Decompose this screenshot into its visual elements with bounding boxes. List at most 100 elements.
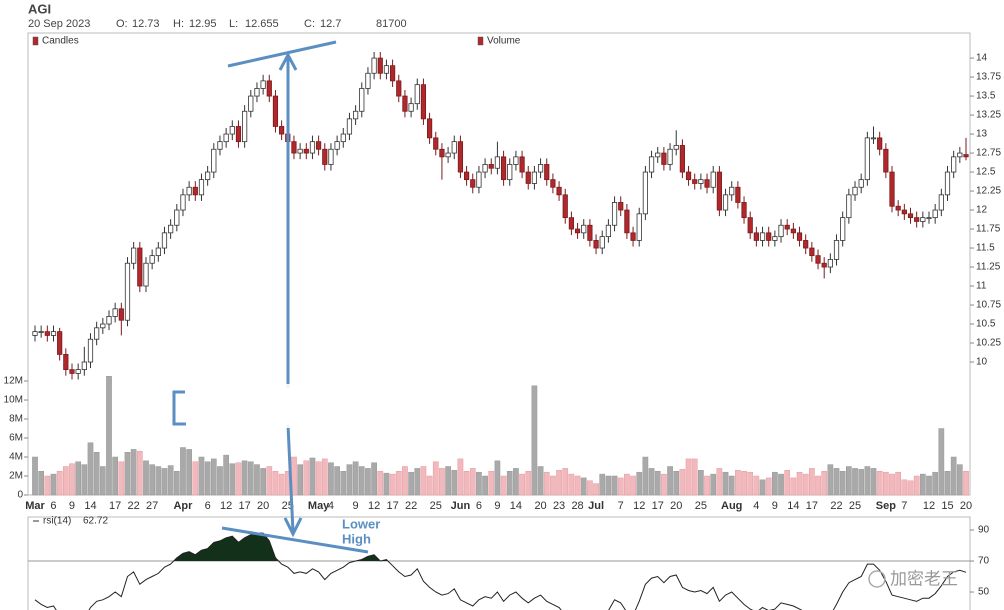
y-tick-label: 4M bbox=[9, 452, 23, 463]
volume-bar bbox=[482, 475, 488, 496]
y-tick-label: 70 bbox=[978, 556, 990, 567]
x-tick-label: 9 bbox=[69, 500, 75, 512]
volume-bar bbox=[698, 470, 704, 496]
candle-body bbox=[297, 148, 303, 154]
y-tick-label: 10M bbox=[4, 395, 23, 406]
candle-body bbox=[667, 148, 673, 165]
volume-bar bbox=[691, 458, 698, 496]
candle-body bbox=[537, 164, 544, 173]
volume-bar bbox=[926, 475, 932, 496]
candle-body bbox=[81, 361, 87, 371]
candle-body bbox=[525, 171, 531, 184]
candle-body bbox=[217, 141, 223, 150]
x-tick-label: 12 bbox=[220, 500, 232, 512]
x-tick-label: 12 bbox=[633, 500, 645, 512]
volume-bar bbox=[469, 468, 476, 496]
volume-bar bbox=[451, 470, 458, 496]
candle-body bbox=[574, 228, 581, 234]
volume-bar bbox=[784, 470, 791, 496]
candle-body bbox=[353, 110, 359, 120]
x-tick-label: 9 bbox=[772, 500, 778, 512]
y-tick-label: 10.5 bbox=[976, 319, 996, 330]
candle-body bbox=[611, 202, 618, 226]
volume-bar bbox=[32, 456, 38, 496]
legend-label: Candles bbox=[42, 36, 79, 47]
x-tick-label: 12 bbox=[368, 500, 380, 512]
candle-body bbox=[895, 205, 901, 211]
candle-body bbox=[316, 141, 322, 150]
quote-value: 12.73 bbox=[132, 18, 160, 30]
y-tick-label: 13.75 bbox=[976, 72, 1001, 83]
candle-body bbox=[698, 179, 704, 184]
candle-body bbox=[519, 156, 525, 173]
volume-bar bbox=[624, 473, 630, 496]
volume-bar bbox=[531, 385, 538, 496]
x-tick-label: Jun bbox=[451, 500, 471, 512]
volume-bar bbox=[667, 466, 673, 496]
y-tick-label: 11.75 bbox=[976, 224, 1001, 235]
volume-bar bbox=[506, 471, 513, 496]
volume-bar bbox=[352, 461, 359, 496]
x-tick-label: 7 bbox=[901, 500, 907, 512]
candle-body bbox=[809, 247, 815, 257]
x-tick-label: Sep bbox=[876, 500, 896, 512]
legend-label: Volume bbox=[487, 36, 521, 47]
blur-patch bbox=[190, 384, 430, 428]
y-tick-label: 12.75 bbox=[976, 148, 1001, 159]
candle-body bbox=[198, 179, 205, 196]
candle-body bbox=[766, 232, 772, 241]
candle-body bbox=[211, 148, 217, 173]
candle-body bbox=[858, 179, 864, 188]
volume-bar bbox=[661, 473, 667, 496]
x-tick-label: 4 bbox=[753, 500, 759, 512]
volume-bar bbox=[149, 464, 155, 496]
volume-bar bbox=[685, 458, 692, 496]
candle-body bbox=[457, 141, 464, 173]
volume-bar bbox=[118, 461, 125, 496]
candle-body bbox=[371, 57, 377, 74]
quote-value: 12.655 bbox=[245, 18, 279, 30]
candle-body bbox=[420, 84, 427, 120]
volume-bar bbox=[210, 458, 217, 496]
candle-body bbox=[94, 327, 100, 340]
candle-body bbox=[636, 213, 642, 241]
x-tick-label: 14 bbox=[787, 500, 799, 512]
volume-bar bbox=[303, 460, 310, 496]
legend-icon bbox=[32, 36, 39, 46]
candle-body bbox=[303, 148, 309, 154]
volume-bar bbox=[889, 473, 895, 496]
candle-body bbox=[889, 171, 895, 207]
x-tick-label: 9 bbox=[353, 500, 359, 512]
candle-body bbox=[556, 186, 562, 196]
candle-body bbox=[920, 217, 926, 222]
candle-body bbox=[254, 88, 260, 97]
candle-body bbox=[790, 228, 796, 234]
volume-bar bbox=[476, 471, 482, 496]
volume-bar bbox=[420, 466, 427, 496]
volume-bar bbox=[802, 473, 809, 496]
volume-bar bbox=[765, 477, 772, 496]
candle-body bbox=[390, 65, 396, 82]
volume-bar bbox=[735, 470, 741, 496]
candle-body bbox=[747, 217, 753, 234]
volume-bar bbox=[365, 468, 371, 496]
arrow-line bbox=[286, 424, 295, 533]
candle-body bbox=[223, 133, 229, 143]
volume-bar bbox=[44, 475, 51, 496]
volume-bar bbox=[876, 471, 883, 496]
volume-bar bbox=[870, 468, 877, 496]
volume-bar bbox=[321, 458, 328, 496]
candle-body bbox=[38, 331, 44, 334]
candle-body bbox=[630, 232, 636, 241]
y-tick-label: 11 bbox=[976, 281, 987, 292]
volume-bar bbox=[260, 468, 266, 496]
candle-body bbox=[729, 186, 735, 196]
candle-body bbox=[735, 186, 741, 203]
volume-bar bbox=[728, 475, 735, 496]
candle-body bbox=[396, 80, 402, 97]
volume-bar bbox=[56, 471, 63, 496]
x-tick-label: 20 bbox=[534, 500, 546, 512]
candle-body bbox=[852, 186, 858, 196]
bracket bbox=[172, 390, 186, 426]
candle-body bbox=[914, 217, 920, 222]
